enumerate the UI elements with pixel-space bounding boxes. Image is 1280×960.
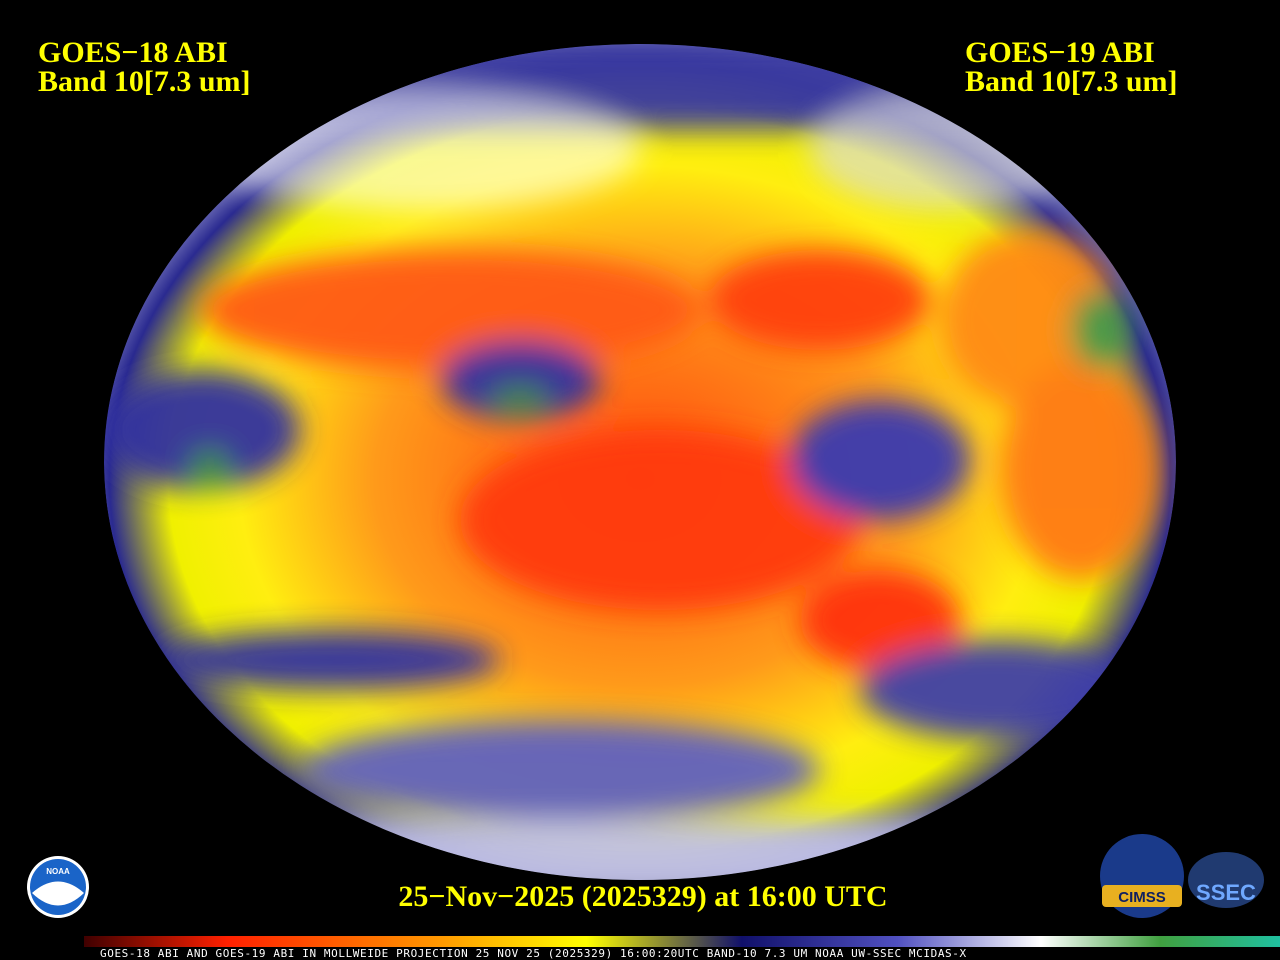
- footer-caption: GOES-18 ABI AND GOES-19 ABI IN MOLLWEIDE…: [100, 947, 967, 960]
- right-band: Band 10[7.3 um]: [965, 65, 1178, 98]
- noaa-logo: NOAA: [27, 856, 89, 918]
- cimss-label: CIMSS: [1118, 889, 1166, 906]
- timestamp: 25−Nov−2025 (2025329) at 16:00 UTC: [398, 880, 887, 913]
- right-satellite: GOES−19 ABI: [965, 36, 1155, 69]
- ssec-label: SSEC: [1196, 880, 1256, 905]
- ssec-logo: SSEC: [1188, 852, 1264, 908]
- left-band: Band 10[7.3 um]: [38, 65, 251, 98]
- cimss-logo: CIMSS: [1100, 834, 1184, 918]
- noaa-label: NOAA: [46, 867, 70, 876]
- left-satellite: GOES−18 ABI: [38, 36, 228, 69]
- color-bar: [84, 936, 1280, 947]
